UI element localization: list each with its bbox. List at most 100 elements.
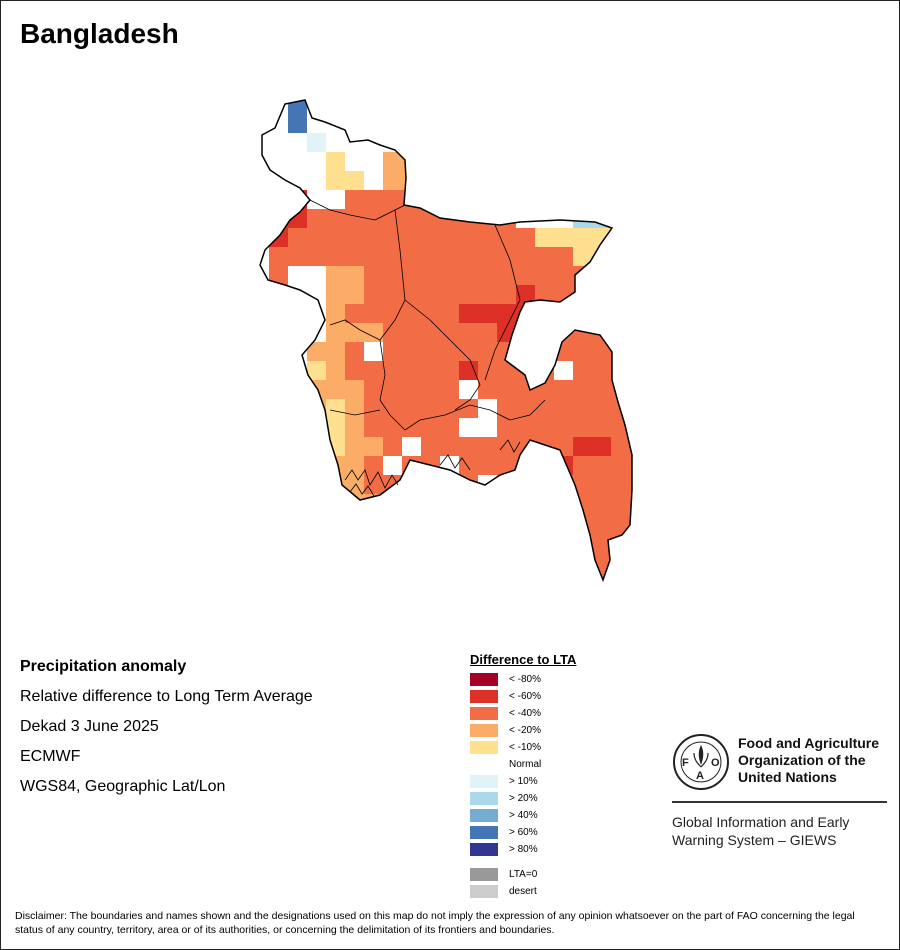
anomaly-cell bbox=[260, 304, 269, 323]
anomaly-cell bbox=[260, 399, 269, 418]
anomaly-cell bbox=[573, 152, 592, 171]
anomaly-cell bbox=[421, 133, 440, 152]
anomaly-cell bbox=[459, 114, 478, 133]
anomaly-cell bbox=[573, 190, 592, 209]
legend-item: < -40% bbox=[470, 707, 576, 724]
anomaly-cell bbox=[535, 494, 554, 513]
anomaly-cell bbox=[440, 551, 459, 570]
anomaly-cell bbox=[611, 171, 630, 190]
anomaly-cell bbox=[421, 361, 440, 380]
anomaly-cell bbox=[459, 266, 478, 285]
anomaly-cell bbox=[402, 133, 421, 152]
legend-items: < -80% < -60% < -40% < -20% < -10% Normal > 10… bbox=[470, 673, 576, 902]
anomaly-cell bbox=[630, 228, 632, 247]
anomaly-cell bbox=[535, 342, 554, 361]
anomaly-cell bbox=[402, 100, 421, 114]
anomaly-cell bbox=[535, 209, 554, 228]
anomaly-cell bbox=[326, 247, 345, 266]
anomaly-cell bbox=[630, 570, 632, 580]
anomaly-cell bbox=[440, 494, 459, 513]
anomaly-cell bbox=[611, 513, 630, 532]
anomaly-cell bbox=[573, 513, 592, 532]
anomaly-cell bbox=[554, 100, 573, 114]
anomaly-cell bbox=[649, 437, 650, 456]
anomaly-cell bbox=[611, 551, 630, 570]
anomaly-cell bbox=[478, 323, 497, 342]
anomaly-map bbox=[259, 99, 650, 595]
anomaly-cell bbox=[269, 456, 288, 475]
anomaly-cell bbox=[269, 570, 288, 580]
anomaly-cell bbox=[269, 190, 288, 209]
anomaly-cell bbox=[402, 589, 421, 595]
anomaly-cell bbox=[630, 494, 632, 513]
legend-item: > 20% bbox=[470, 792, 576, 809]
anomaly-cell bbox=[611, 361, 630, 380]
anomaly-cell bbox=[421, 399, 440, 418]
anomaly-cell bbox=[592, 323, 611, 342]
anomaly-cell bbox=[554, 228, 573, 247]
anomaly-cell bbox=[497, 437, 516, 456]
anomaly-cell bbox=[383, 437, 402, 456]
anomaly-cell bbox=[260, 190, 269, 209]
anomaly-cell bbox=[592, 266, 611, 285]
anomaly-cell bbox=[383, 323, 402, 342]
anomaly-cell bbox=[611, 475, 630, 494]
anomaly-cell bbox=[326, 494, 345, 513]
anomaly-cell bbox=[554, 190, 573, 209]
anomaly-cell bbox=[459, 475, 478, 494]
anomaly-cell bbox=[364, 513, 383, 532]
anomaly-cell bbox=[421, 190, 440, 209]
anomaly-cell bbox=[269, 437, 288, 456]
anomaly-cell bbox=[554, 209, 573, 228]
anomaly-cell bbox=[554, 171, 573, 190]
anomaly-cell bbox=[440, 323, 459, 342]
anomaly-cell bbox=[478, 247, 497, 266]
anomaly-cell bbox=[402, 323, 421, 342]
anomaly-cell bbox=[269, 589, 288, 595]
anomaly-cell bbox=[345, 589, 364, 595]
anomaly-cell bbox=[516, 228, 535, 247]
anomaly-cell bbox=[611, 228, 630, 247]
anomaly-cell bbox=[459, 494, 478, 513]
anomaly-cell bbox=[421, 228, 440, 247]
legend-item: Normal bbox=[470, 758, 576, 775]
anomaly-cell bbox=[260, 361, 269, 380]
legend-label: < -60% bbox=[509, 691, 541, 702]
legend-item: < -20% bbox=[470, 724, 576, 741]
anomaly-cell bbox=[649, 418, 650, 437]
legend-swatch bbox=[470, 741, 498, 754]
anomaly-cell bbox=[383, 266, 402, 285]
anomaly-cell bbox=[440, 247, 459, 266]
anomaly-cell bbox=[478, 437, 497, 456]
anomaly-cell bbox=[592, 100, 611, 114]
anomaly-cell bbox=[307, 152, 326, 171]
anomaly-cell bbox=[516, 133, 535, 152]
anomaly-cell bbox=[421, 475, 440, 494]
anomaly-cell bbox=[288, 551, 307, 570]
anomaly-cell bbox=[516, 418, 535, 437]
anomaly-cell bbox=[383, 551, 402, 570]
anomaly-cell bbox=[554, 133, 573, 152]
legend-swatch bbox=[470, 673, 498, 686]
anomaly-cell bbox=[288, 228, 307, 247]
anomaly-cell bbox=[497, 114, 516, 133]
anomaly-cell bbox=[288, 418, 307, 437]
anomaly-cell bbox=[260, 570, 269, 580]
anomaly-cell bbox=[611, 285, 630, 304]
anomaly-cell bbox=[364, 551, 383, 570]
anomaly-cell bbox=[307, 418, 326, 437]
anomaly-cell bbox=[459, 551, 478, 570]
anomaly-cell bbox=[611, 304, 630, 323]
anomaly-cell bbox=[497, 380, 516, 399]
anomaly-cell bbox=[554, 266, 573, 285]
anomaly-cell bbox=[345, 152, 364, 171]
anomaly-cell bbox=[421, 323, 440, 342]
anomaly-cell bbox=[307, 589, 326, 595]
anomaly-cell bbox=[516, 570, 535, 580]
legend-label: < -10% bbox=[509, 742, 541, 753]
anomaly-cell bbox=[630, 475, 632, 494]
anomaly-cell bbox=[383, 100, 402, 114]
anomaly-cell bbox=[611, 494, 630, 513]
anomaly-cell bbox=[326, 513, 345, 532]
anomaly-cell bbox=[364, 399, 383, 418]
